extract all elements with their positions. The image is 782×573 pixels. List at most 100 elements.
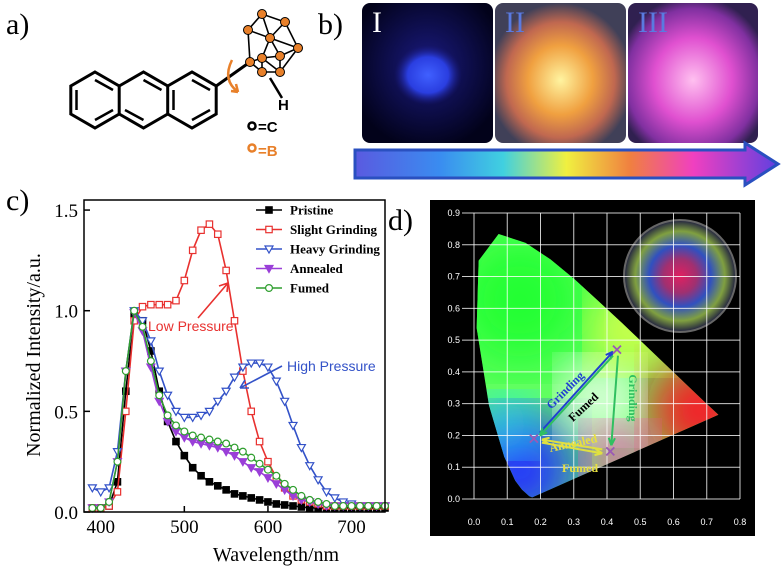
marker xyxy=(230,443,239,452)
legend-marker xyxy=(265,284,274,293)
x-tick-label: 0.8 xyxy=(734,517,747,527)
annotation-arrow xyxy=(197,282,229,319)
legend-marker xyxy=(263,264,275,274)
marker xyxy=(88,503,97,512)
point xyxy=(605,446,615,456)
annotation: Fumed xyxy=(562,461,598,475)
marker xyxy=(314,497,323,506)
x-tick-label: 0.1 xyxy=(501,517,514,527)
marker xyxy=(339,501,348,510)
photo-label: I xyxy=(372,6,382,39)
marker xyxy=(280,479,289,488)
legend-marker xyxy=(265,225,273,234)
marker xyxy=(247,407,256,416)
marker xyxy=(272,471,281,480)
x-axis-label: Wavelength/nm xyxy=(213,544,340,566)
marker xyxy=(113,478,122,486)
x-tick-label: 0.0 xyxy=(468,517,481,527)
y-tick-label: 0.0 xyxy=(447,494,460,504)
boron-atoms xyxy=(243,9,303,77)
marker xyxy=(197,471,205,480)
annotation: Low Pressure xyxy=(148,318,234,334)
marker xyxy=(247,494,256,502)
marker xyxy=(347,501,356,510)
y-axis-label: Normalized Intensity/a.u. xyxy=(23,253,45,457)
y-tick-label: 0.0 xyxy=(54,503,78,524)
marker xyxy=(255,459,264,468)
marker xyxy=(289,502,297,510)
marker xyxy=(239,492,247,500)
marker xyxy=(280,501,289,509)
marker xyxy=(264,498,272,506)
photo-label: II xyxy=(505,6,525,39)
marker xyxy=(154,367,165,377)
marker xyxy=(155,300,164,309)
path-arrow xyxy=(541,441,603,457)
marker xyxy=(112,448,123,457)
plot-frame xyxy=(83,199,386,513)
marker xyxy=(213,230,222,239)
marker xyxy=(138,302,147,311)
marker xyxy=(163,300,172,309)
legend-atom-c xyxy=(247,121,257,131)
marker xyxy=(87,484,98,494)
marker xyxy=(222,439,231,448)
legend-label: Annealed xyxy=(290,261,344,276)
annotation: Grinding xyxy=(626,374,640,421)
marker xyxy=(262,474,273,483)
marker xyxy=(122,387,130,396)
y-tick-label: 0.5 xyxy=(54,402,78,423)
legend-label: Fumed xyxy=(290,281,330,296)
marker xyxy=(255,437,264,446)
marker xyxy=(221,448,232,457)
legend-label: Slight Grinding xyxy=(290,222,378,237)
marker xyxy=(289,485,298,494)
annotation-arrow xyxy=(239,365,283,389)
y-tick-label: 0.1 xyxy=(447,462,460,472)
panel-label: c) xyxy=(6,184,29,217)
point xyxy=(529,433,539,444)
series-line xyxy=(92,308,385,507)
marker xyxy=(254,468,265,477)
marker xyxy=(95,488,106,498)
marker xyxy=(180,451,189,460)
y-tick-label: 0.8 xyxy=(447,240,460,250)
marker xyxy=(205,220,214,228)
marker xyxy=(321,488,332,498)
marker xyxy=(138,322,147,331)
marker xyxy=(296,443,307,453)
marker xyxy=(254,359,265,369)
marker xyxy=(96,503,105,512)
marker xyxy=(313,476,324,486)
x-tick-label: 700 xyxy=(337,517,366,538)
marker xyxy=(279,397,290,407)
marker xyxy=(229,452,240,461)
marker xyxy=(187,413,198,423)
marker xyxy=(205,435,214,444)
marker xyxy=(238,447,247,456)
marker xyxy=(372,501,381,510)
inset-photo xyxy=(623,219,737,333)
photo-sample xyxy=(394,45,462,105)
x-tick-label: 400 xyxy=(86,517,115,538)
rotation-arrow xyxy=(226,59,240,94)
marker xyxy=(264,457,272,466)
marker xyxy=(104,484,115,494)
molecule xyxy=(69,60,284,130)
atom-label: =B xyxy=(258,143,278,160)
marker xyxy=(230,490,239,498)
marker xyxy=(155,391,164,400)
marker xyxy=(145,337,156,347)
marker xyxy=(297,491,306,500)
marker xyxy=(221,387,232,397)
marker xyxy=(105,497,114,506)
marker xyxy=(263,465,272,474)
marker xyxy=(197,433,206,442)
marker xyxy=(212,397,223,407)
marker xyxy=(180,427,189,436)
y-tick-label: 0.2 xyxy=(447,430,460,440)
y-tick-label: 0.9 xyxy=(447,208,460,218)
marker xyxy=(171,421,180,430)
marker xyxy=(355,501,364,510)
